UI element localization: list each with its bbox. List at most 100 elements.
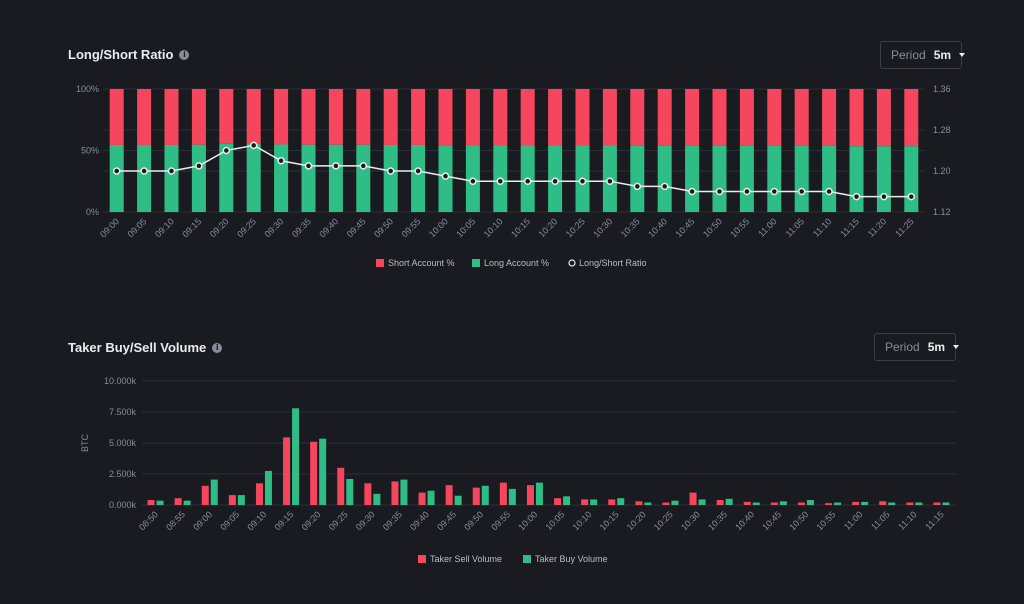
short-account-bar xyxy=(274,89,289,145)
x-tick-label: 11:15 xyxy=(923,509,946,532)
period-value: 5m xyxy=(927,340,946,354)
short-account-bar xyxy=(465,89,480,146)
info-icon[interactable]: i xyxy=(179,49,190,60)
taker-sell-bar xyxy=(581,499,589,505)
x-tick-label: 09:45 xyxy=(435,509,458,532)
long-account-bar xyxy=(274,144,289,212)
taker-sell-bar xyxy=(770,502,778,505)
legend-swatch-ratio xyxy=(568,259,576,267)
x-tick-label: 10:50 xyxy=(701,216,724,239)
period-selector[interactable]: Period 5m xyxy=(874,333,960,361)
taker-sell-bar xyxy=(310,441,318,505)
taker-sell-bar xyxy=(174,498,182,505)
x-tick-label: 08:50 xyxy=(137,509,160,532)
x-tick-label: 09:05 xyxy=(218,509,241,532)
short-account-bar xyxy=(794,89,809,146)
long-account-bar xyxy=(191,144,206,212)
long-short-ratio-point xyxy=(578,177,587,185)
long-short-ratio-point xyxy=(743,187,751,196)
taker-buy-bar xyxy=(156,500,164,505)
long-account-bar xyxy=(685,145,700,212)
taker-sell-bar xyxy=(554,498,562,505)
taker-sell-bar xyxy=(472,487,480,505)
taker-buy-bar xyxy=(671,500,679,505)
legend-taker-sell: Taker Sell Volume xyxy=(430,554,502,564)
x-tick-label: 09:35 xyxy=(290,216,313,239)
period-selector[interactable]: Period 5m xyxy=(880,41,966,69)
taker-buy-bar xyxy=(210,479,218,505)
x-tick-label: 10:15 xyxy=(509,216,532,239)
y-tick-label-left: 0% xyxy=(86,207,99,217)
short-account-bar xyxy=(904,89,919,147)
taker-buy-bar xyxy=(861,501,869,505)
taker-buy-bar xyxy=(319,438,327,505)
info-icon[interactable]: i xyxy=(212,342,223,353)
taker-buy-bar xyxy=(752,502,760,505)
short-account-bar xyxy=(328,89,343,145)
long-account-bar xyxy=(219,143,234,212)
period-value: 5m xyxy=(933,48,952,62)
taker-sell-bar xyxy=(716,500,724,505)
x-tick-label: 09:35 xyxy=(381,509,404,532)
x-tick-label: 09:40 xyxy=(317,216,340,239)
short-account-bar xyxy=(849,89,864,147)
taker-sell-bar xyxy=(526,485,534,505)
long-short-ratio-point xyxy=(222,146,231,155)
long-short-ratio-point xyxy=(797,187,806,196)
long-account-bar xyxy=(849,146,864,212)
long-short-ratio-point xyxy=(496,177,505,185)
legend-swatch-long xyxy=(472,259,480,267)
taker-buy-bar xyxy=(725,498,733,505)
long-short-ratio-point xyxy=(551,177,559,185)
taker-volume-title-text: Taker Buy/Sell Volume xyxy=(68,340,207,355)
long-short-ratio-point xyxy=(167,167,176,175)
short-account-bar xyxy=(602,89,617,146)
x-tick-label: 10:40 xyxy=(733,509,756,532)
short-account-bar xyxy=(137,89,152,145)
long-short-ratio-point xyxy=(770,187,779,196)
x-tick-label: 09:00 xyxy=(98,216,121,239)
taker-buy-bar xyxy=(590,499,598,505)
long-short-ratio-point xyxy=(414,167,422,175)
short-account-bar xyxy=(712,89,727,146)
x-tick-label: 11:25 xyxy=(893,216,916,239)
short-account-bar xyxy=(657,89,672,146)
short-account-bar xyxy=(822,89,837,146)
legend-long-short-ratio: Long/Short Ratio xyxy=(579,258,647,268)
short-account-bar xyxy=(685,89,700,146)
short-account-bar xyxy=(548,89,563,146)
x-tick-label: 09:30 xyxy=(354,509,377,532)
x-tick-label: 09:15 xyxy=(180,216,203,239)
x-tick-label: 11:00 xyxy=(842,509,865,532)
x-tick-label: 10:25 xyxy=(652,509,675,532)
chevron-down-icon xyxy=(959,53,966,57)
taker-volume-panel: Taker Buy/Sell Volume i Period 5m 0.000k… xyxy=(0,300,1024,604)
x-tick-label: 10:30 xyxy=(679,509,702,532)
taker-buy-bar xyxy=(264,470,272,505)
x-tick-label: 10:10 xyxy=(482,216,505,239)
taker-sell-bar xyxy=(825,503,833,505)
x-tick-label: 09:05 xyxy=(126,216,149,239)
x-tick-label: 10:45 xyxy=(760,509,783,532)
long-short-ratio-point xyxy=(907,192,916,201)
x-tick-label: 09:50 xyxy=(462,509,485,532)
taker-buy-bar xyxy=(508,488,516,505)
long-account-bar xyxy=(712,145,727,212)
short-account-bar xyxy=(109,89,124,145)
x-tick-label: 09:10 xyxy=(153,216,176,239)
x-tick-label: 08:55 xyxy=(164,509,187,532)
x-tick-label: 10:00 xyxy=(427,216,450,239)
taker-buy-bar xyxy=(400,479,408,505)
long-account-bar xyxy=(301,144,316,212)
x-tick-label: 10:55 xyxy=(728,216,751,239)
taker-sell-bar xyxy=(283,437,291,505)
taker-buy-bar xyxy=(806,500,814,505)
short-account-bar xyxy=(219,89,234,144)
long-account-bar xyxy=(876,146,891,212)
taker-buy-bar xyxy=(346,478,354,505)
taker-sell-bar xyxy=(391,481,399,505)
short-account-bar xyxy=(191,89,206,145)
x-tick-label: 10:35 xyxy=(706,509,729,532)
long-short-ratio-point xyxy=(825,187,833,196)
x-tick-label: 09:30 xyxy=(263,216,286,239)
